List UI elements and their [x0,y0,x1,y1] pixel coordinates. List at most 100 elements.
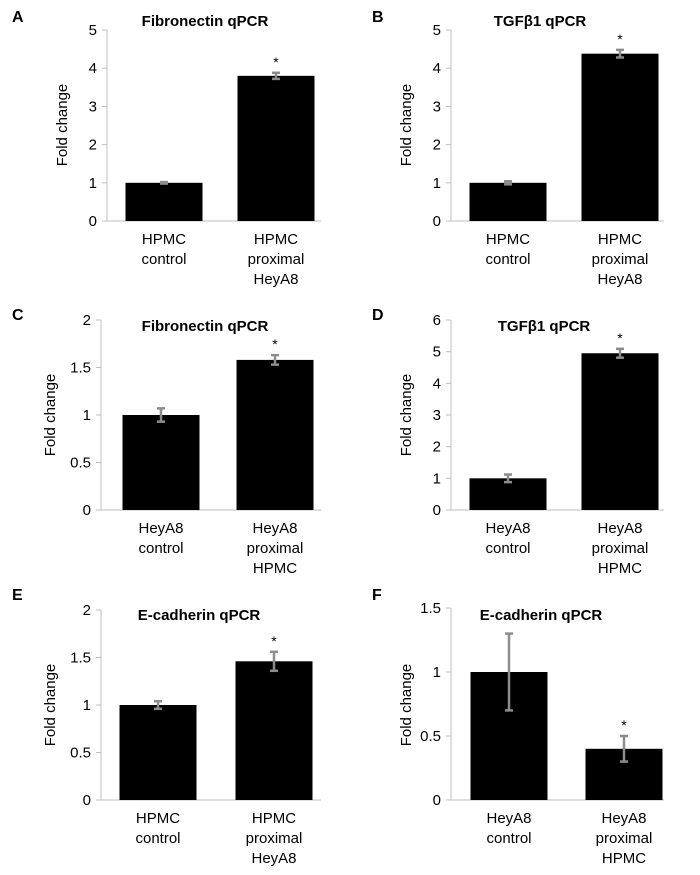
bar [119,705,197,800]
x-category-label: HeyA8 [597,271,642,288]
x-category-label: HeyA8 [251,850,296,867]
chart-title: TGFβ1 qPCR [494,13,587,30]
y-tick-label: 0 [433,792,441,809]
y-axis-label: Fold change [42,664,59,747]
x-category-label: control [485,251,530,268]
x-category-label: HeyA8 [253,271,298,288]
x-category-label: proximal [592,540,649,557]
bar [236,359,314,510]
x-category-label: control [141,251,186,268]
y-tick-label: 1.5 [420,600,441,617]
y-tick-label: 4 [433,60,441,77]
x-category-label: control [138,540,183,557]
x-category-label: HPMC [253,560,297,577]
chart-panel-c: C Fibronectin qPCR Fold change 0 0.5 1 1.5 2 Hey… [12,307,321,577]
x-category-label: HPMC [142,231,186,248]
y-tick-label: 0.5 [70,745,91,762]
y-tick-label: 6 [433,312,441,329]
y-tick-label: 4 [89,60,97,77]
bar [125,182,203,221]
panel-letter: B [372,9,384,26]
x-category-label: proximal [247,540,304,557]
y-tick-label: 2 [89,137,97,154]
chart-title: Fibronectin qPCR [142,13,269,30]
x-category-label: control [486,830,531,847]
y-tick-label: 1.5 [70,650,91,667]
bar [237,75,315,221]
significance-marker: * [273,54,279,70]
x-category-label: proximal [248,251,305,268]
y-tick-label: 0 [433,213,441,230]
y-tick-label: 0.5 [420,728,441,745]
y-tick-label: 4 [433,375,441,392]
x-category-label: proximal [592,251,649,268]
x-category-label: HeyA8 [597,520,642,537]
y-tick-label: 1 [433,470,441,487]
x-category-label: HPMC [598,560,642,577]
y-tick-label: 3 [433,98,441,115]
chart-title: E-cadherin qPCR [138,607,261,624]
chart-title: TGFβ1 qPCR [498,318,591,335]
y-axis-label: Fold change [42,374,59,457]
significance-marker: * [271,633,277,649]
y-axis-label: Fold change [398,374,415,457]
panel-letter: A [12,9,24,26]
chart-title: Fibronectin qPCR [142,318,269,335]
y-tick-label: 2 [433,137,441,154]
y-axis-label: Fold change [398,84,415,167]
x-category-label: HeyA8 [252,520,297,537]
y-tick-label: 0 [83,502,91,519]
y-tick-label: 0 [83,792,91,809]
x-category-label: HPMC [486,231,530,248]
y-tick-label: 0.5 [70,455,91,472]
x-category-label: HeyA8 [485,520,530,537]
significance-marker: * [617,330,623,346]
y-axis-label: Fold change [54,84,71,167]
bar [581,53,659,222]
y-tick-label: 0 [89,213,97,230]
y-tick-label: 1.5 [70,360,91,377]
x-category-label: HPMC [252,810,296,827]
y-tick-label: 5 [433,344,441,361]
bar [122,415,200,510]
significance-marker: * [272,336,278,352]
y-tick-label: 2 [83,602,91,619]
y-tick-label: 2 [433,439,441,456]
x-category-label: proximal [246,830,303,847]
panel-letter: C [12,307,24,324]
y-tick-label: 1 [83,407,91,424]
bar [235,661,313,800]
chart-panel-e: E E-cadherin qPCR Fold change 0 0.5 1 1.5 2 HPMC… [12,587,321,867]
bar [469,182,547,221]
bar [469,478,547,510]
x-category-label: control [485,540,530,557]
y-tick-label: 5 [89,22,97,39]
y-tick-label: 1 [83,697,91,714]
y-tick-label: 1 [89,175,97,192]
chart-title: E-cadherin qPCR [480,607,603,624]
y-tick-label: 5 [433,22,441,39]
x-category-label: HeyA8 [138,520,183,537]
bar [581,353,659,510]
y-tick-label: 2 [83,312,91,329]
x-category-label: HPMC [598,231,642,248]
x-category-label: proximal [596,830,653,847]
x-category-label: HPMC [254,231,298,248]
y-tick-label: 1 [433,175,441,192]
y-tick-label: 0 [433,502,441,519]
panel-letter: E [12,587,23,604]
chart-panel-a: A Fibronectin qPCR Fold change 0 1 2 3 4 5 HPMC co… [12,9,321,288]
x-category-label: HPMC [602,850,646,867]
significance-marker: * [617,31,623,47]
chart-panel-b: B TGFβ1 qPCR Fold change 0 1 2 3 4 5 HPMC control *… [372,9,664,288]
chart-panel-d: D TGFβ1 qPCR Fold change 0 1 2 3 4 5 6 HeyA8 contro… [372,307,664,577]
x-category-label: HeyA8 [601,810,646,827]
x-category-label: HPMC [136,810,180,827]
panel-letter: F [372,587,382,604]
y-tick-label: 3 [89,98,97,115]
y-axis-label: Fold change [398,664,415,747]
x-category-label: HeyA8 [486,810,531,827]
x-category-label: control [135,830,180,847]
y-tick-label: 3 [433,407,441,424]
